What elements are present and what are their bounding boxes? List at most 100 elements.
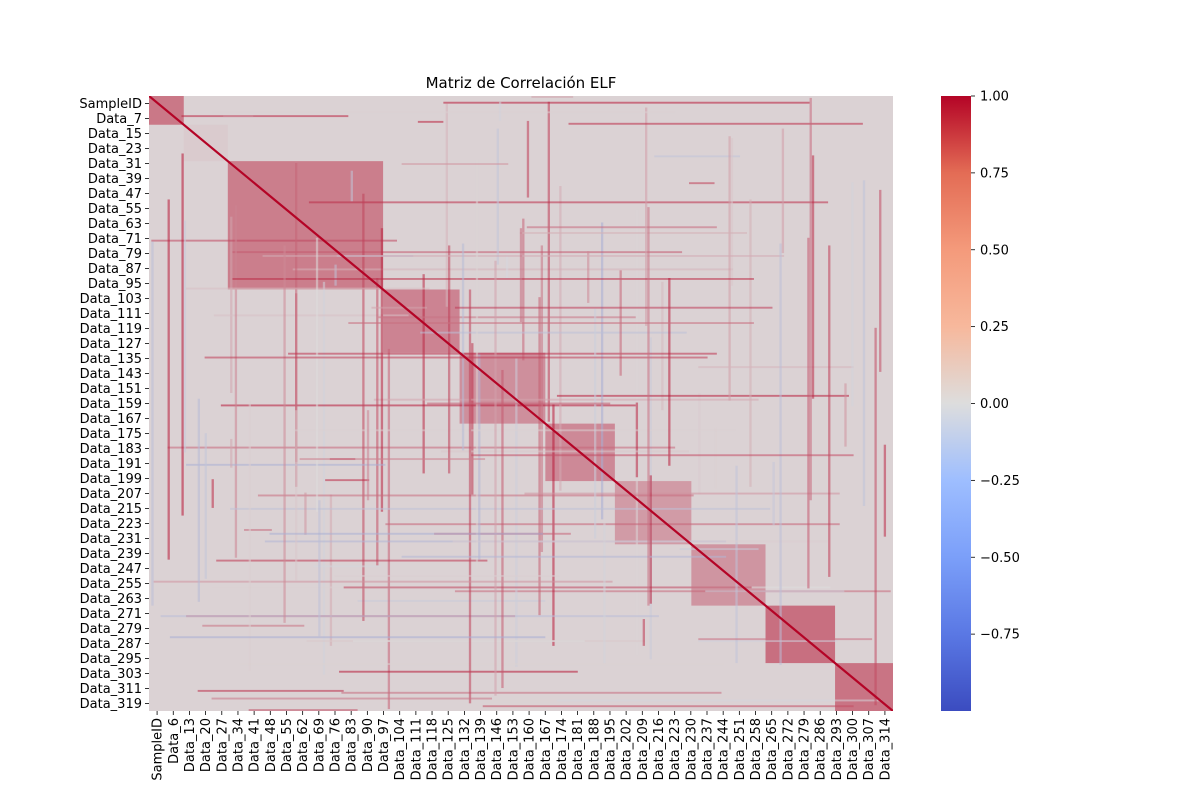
x-tick-label: Data_34 xyxy=(231,718,246,772)
x-tick-label: Data_216 xyxy=(652,718,667,780)
x-tick-label: Data_97 xyxy=(377,718,392,772)
x-tick-label: Data_307 xyxy=(862,718,877,780)
y-tick-label: Data_127 xyxy=(80,337,142,352)
x-tick-label: Data_181 xyxy=(571,718,586,780)
x-tick-label: Data_188 xyxy=(587,718,602,780)
y-tick-label: Data_63 xyxy=(88,217,142,232)
x-tick-label: Data_223 xyxy=(668,718,683,780)
x-tick-label: Data_41 xyxy=(248,718,263,772)
y-tick-label: Data_239 xyxy=(80,547,142,562)
diagonal xyxy=(149,96,893,711)
y-tick-label: Data_271 xyxy=(80,607,142,622)
colorbar-tick-label: 1.00 xyxy=(980,90,1009,105)
heatmap-plot-area xyxy=(149,96,893,711)
y-tick-label: Data_175 xyxy=(80,427,142,442)
y-tick-label: Data_191 xyxy=(80,457,142,472)
y-tick-label: Data_159 xyxy=(80,397,142,412)
y-tick-label: Data_255 xyxy=(80,577,142,592)
x-tick-label: Data_55 xyxy=(280,718,295,772)
y-tick-label: Data_23 xyxy=(88,142,142,157)
y-tick-label: Data_207 xyxy=(80,487,142,502)
y-tick-label: Data_7 xyxy=(96,112,142,127)
y-tick-label: Data_199 xyxy=(80,472,142,487)
y-tick-label: Data_279 xyxy=(80,622,142,637)
colorbar-ticks: 1.00 0.75 0.50 0.25 0.00 −0.25 −0.50 −0.75 xyxy=(971,90,1020,643)
chart-title: Matriz de Correlación ELF xyxy=(426,74,617,92)
colorbar-gradient xyxy=(941,96,971,711)
y-tick-label: Data_295 xyxy=(80,652,142,667)
y-tick-label: Data_47 xyxy=(88,187,142,202)
x-tick-label: Data_13 xyxy=(183,718,198,772)
x-tick-label: Data_104 xyxy=(393,718,408,780)
y-tick-label: Data_183 xyxy=(80,442,142,457)
x-tick-label: Data_83 xyxy=(345,718,360,772)
y-tick-label: Data_143 xyxy=(80,367,142,382)
y-tick-label: Data_311 xyxy=(80,682,142,697)
x-tick-label: Data_69 xyxy=(312,718,327,772)
y-tick-label: Data_55 xyxy=(88,202,142,217)
x-tick-label: Data_125 xyxy=(442,718,457,780)
y-tick-label: Data_103 xyxy=(80,292,142,307)
y-tick-label: Data_111 xyxy=(80,307,142,322)
y-tick-label: Data_31 xyxy=(88,157,142,172)
y-tick-label: Data_71 xyxy=(88,232,142,247)
y-tick-label: Data_303 xyxy=(80,667,142,682)
x-tick-label: Data_76 xyxy=(329,718,344,772)
x-tick-label: Data_314 xyxy=(878,718,893,780)
x-tick-label: Data_167 xyxy=(539,718,554,780)
y-tick-label: Data_263 xyxy=(80,592,142,607)
x-tick-label: Data_202 xyxy=(620,718,635,780)
x-tick-label: Data_237 xyxy=(701,718,716,780)
x-tick-label: Data_27 xyxy=(215,718,230,772)
colorbar-tick-label: 0.75 xyxy=(980,166,1009,181)
x-axis-ticks: SampleID Data_6 Data_13 Data_20 Data_27 Data_… xyxy=(151,711,893,781)
x-tick-label: Data_160 xyxy=(523,718,538,780)
x-tick-label: Data_293 xyxy=(830,718,845,780)
x-tick-label: Data_230 xyxy=(684,718,699,780)
x-tick-label: Data_48 xyxy=(264,718,279,772)
colorbar-tick-label: 0.00 xyxy=(980,397,1009,412)
x-tick-label: Data_272 xyxy=(781,718,796,780)
x-tick-label: Data_195 xyxy=(603,718,618,780)
x-tick-label: Data_286 xyxy=(814,718,829,780)
x-tick-label: Data_146 xyxy=(490,718,505,780)
y-tick-label: Data_167 xyxy=(80,412,142,427)
x-tick-label: Data_251 xyxy=(733,718,748,780)
x-tick-label: Data_258 xyxy=(749,718,764,780)
x-tick-label: Data_279 xyxy=(798,718,813,780)
colorbar-tick-label: −0.25 xyxy=(980,474,1020,489)
y-tick-label: Data_247 xyxy=(80,562,142,577)
y-tick-label: Data_79 xyxy=(88,247,142,262)
y-tick-label: Data_215 xyxy=(80,502,142,517)
x-tick-label: Data_209 xyxy=(636,718,651,780)
y-tick-label: Data_223 xyxy=(80,517,142,532)
y-axis-ticks: SampleIDData_7Data_15Data_23Data_31Data_… xyxy=(79,97,149,712)
x-tick-label: Data_20 xyxy=(199,718,214,772)
y-tick-label: Data_287 xyxy=(80,637,142,652)
y-tick-label: Data_119 xyxy=(80,322,142,337)
y-tick-label: Data_39 xyxy=(88,172,142,187)
x-tick-label: Data_265 xyxy=(765,718,780,780)
x-tick-label: Data_244 xyxy=(717,718,732,780)
x-tick-label: Data_174 xyxy=(555,718,570,780)
x-tick-label: SampleID xyxy=(151,718,166,781)
y-tick-label: Data_231 xyxy=(80,532,142,547)
y-tick-label: Data_87 xyxy=(88,262,142,277)
y-tick-label: SampleID xyxy=(79,97,142,112)
x-tick-label: Data_6 xyxy=(167,718,182,764)
x-tick-label: Data_132 xyxy=(458,718,473,780)
x-tick-label: Data_139 xyxy=(474,718,489,780)
colorbar-tick-label: 0.50 xyxy=(980,243,1009,258)
y-tick-label: Data_15 xyxy=(88,127,142,142)
colorbar-tick-label: −0.50 xyxy=(980,551,1020,566)
heatmap-stripes xyxy=(151,96,891,711)
y-tick-label: Data_319 xyxy=(80,697,142,712)
colorbar: 1.00 0.75 0.50 0.25 0.00 −0.25 −0.50 −0.75 xyxy=(941,90,1020,711)
x-tick-label: Data_300 xyxy=(846,718,861,780)
colorbar-tick-label: 0.25 xyxy=(980,320,1009,335)
x-tick-label: Data_111 xyxy=(409,718,424,780)
y-tick-label: Data_135 xyxy=(80,352,142,367)
x-tick-label: Data_118 xyxy=(426,718,441,780)
x-tick-label: Data_90 xyxy=(361,718,376,772)
